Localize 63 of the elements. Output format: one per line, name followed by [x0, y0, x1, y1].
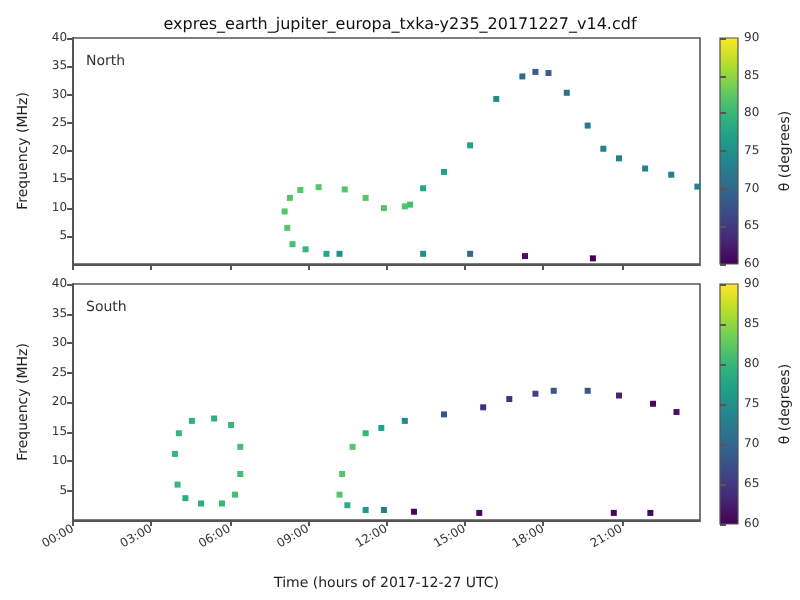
point	[349, 443, 356, 450]
point	[284, 224, 291, 231]
point	[476, 509, 483, 516]
point	[237, 443, 244, 450]
point	[480, 404, 487, 411]
point	[616, 155, 623, 162]
point	[642, 165, 649, 172]
point	[506, 396, 513, 403]
point	[188, 417, 195, 424]
point	[532, 68, 539, 75]
chart-title: expres_earth_jupiter_europa_txka-y235_20171227_v14.cdf	[163, 15, 637, 33]
point	[297, 186, 304, 193]
point	[616, 392, 623, 399]
point	[281, 208, 288, 215]
point	[600, 145, 607, 152]
point	[228, 422, 235, 429]
point	[336, 250, 343, 257]
point	[315, 184, 322, 191]
point	[237, 470, 244, 477]
point	[584, 387, 591, 394]
point	[378, 424, 385, 431]
point	[441, 411, 447, 418]
point	[232, 491, 239, 498]
point	[545, 70, 552, 77]
point	[467, 142, 474, 149]
point	[420, 185, 427, 192]
point	[336, 491, 343, 498]
point	[563, 89, 570, 96]
point	[323, 250, 330, 257]
point	[532, 390, 539, 397]
point	[286, 194, 293, 201]
point	[410, 508, 417, 515]
point	[175, 430, 182, 437]
point	[589, 255, 596, 262]
point	[550, 387, 557, 394]
point	[339, 470, 346, 477]
point	[521, 253, 528, 260]
point	[211, 415, 218, 422]
point	[302, 246, 309, 253]
point	[668, 171, 675, 178]
point	[380, 506, 387, 513]
point	[198, 500, 205, 507]
point	[182, 495, 189, 502]
point	[362, 194, 369, 201]
point	[407, 201, 414, 208]
point	[420, 250, 427, 257]
point	[673, 409, 680, 416]
point	[289, 241, 296, 248]
point	[467, 250, 474, 257]
point	[344, 502, 351, 509]
point	[610, 509, 617, 516]
point	[694, 183, 701, 190]
point	[218, 500, 225, 507]
point	[401, 417, 408, 424]
point	[362, 506, 369, 513]
point	[647, 509, 654, 516]
point	[519, 73, 526, 80]
point	[171, 450, 178, 457]
point	[441, 168, 447, 175]
point	[341, 186, 348, 193]
point	[174, 481, 181, 488]
point	[584, 122, 591, 129]
point	[380, 205, 387, 212]
